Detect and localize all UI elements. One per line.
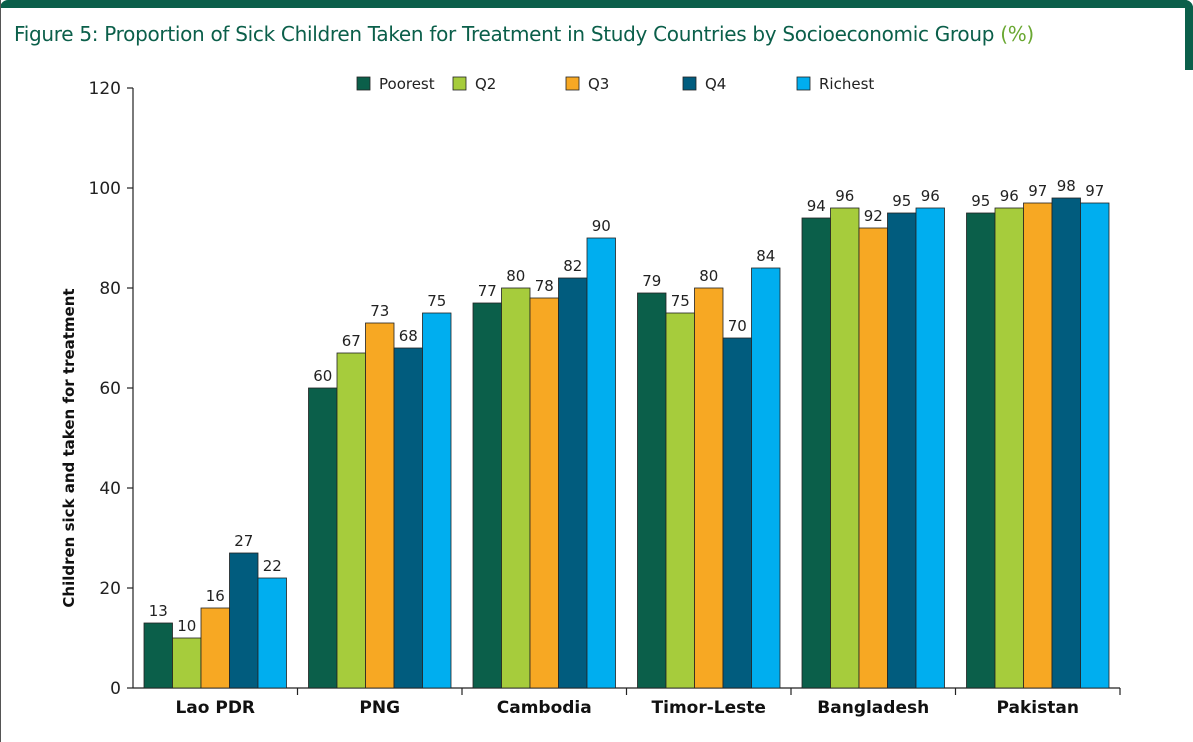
data-label: 70: [728, 317, 747, 335]
x-category-label: Cambodia: [497, 698, 592, 718]
bar-richest-timor-leste: [751, 267, 781, 689]
x-category-label: Lao PDR: [175, 698, 255, 718]
data-label: 60: [313, 367, 332, 385]
bar-q4-pakistan: [1051, 197, 1081, 689]
y-tick-label: 40: [99, 479, 121, 499]
legend-label-richest: Richest: [819, 75, 874, 93]
bar-q4-lao-pdr: [229, 552, 259, 689]
bar-richest-cambodia: [586, 237, 616, 689]
figure-title: Figure 5: Proportion of Sick Children Ta…: [14, 22, 1179, 46]
y-axis-label: Children sick and taken for treatment: [60, 288, 78, 607]
bar-poorest-lao-pdr: [143, 622, 173, 689]
bar-q4-bangladesh: [887, 212, 917, 689]
data-label: 94: [807, 197, 826, 215]
bar-q3-timor-leste: [694, 287, 724, 689]
data-label: 90: [592, 217, 611, 235]
legend-swatch-q4: [682, 76, 697, 91]
data-label: 22: [263, 557, 282, 575]
x-category-label: Bangladesh: [817, 698, 929, 718]
data-label: 68: [399, 327, 418, 345]
data-label: 73: [370, 302, 389, 320]
bar-q4-timor-leste: [722, 337, 752, 689]
bar-q2-png: [336, 352, 366, 689]
legend-label-q4: Q4: [705, 75, 726, 93]
bar-poorest-pakistan: [966, 212, 996, 689]
data-label: 27: [234, 532, 253, 550]
legend-swatch-q2: [452, 76, 467, 91]
figure-title-unit: (%): [1000, 22, 1034, 46]
bar-q2-timor-leste: [665, 312, 695, 689]
frame-right-border: [1185, 0, 1193, 70]
legend-swatch-poorest: [356, 76, 371, 91]
data-label: 96: [921, 187, 940, 205]
bar-q3-pakistan: [1023, 202, 1053, 689]
bar-q4-png: [393, 347, 423, 689]
y-tick-label: 0: [110, 679, 121, 699]
legend-label-q3: Q3: [588, 75, 609, 93]
bar-q3-png: [365, 322, 395, 689]
frame-left-border: [0, 0, 1, 742]
bar-poorest-bangladesh: [801, 217, 831, 689]
data-label: 92: [864, 207, 883, 225]
bar-poorest-timor-leste: [637, 292, 667, 689]
data-label: 79: [642, 272, 661, 290]
bar-q2-bangladesh: [830, 207, 860, 689]
legend-label-q2: Q2: [475, 75, 496, 93]
y-tick-label: 20: [99, 579, 121, 599]
data-label: 10: [177, 617, 196, 635]
y-tick-label: 120: [89, 79, 121, 99]
legend-swatch-q3: [565, 76, 580, 91]
bar-poorest-png: [308, 387, 338, 689]
data-label: 13: [149, 602, 168, 620]
data-label: 95: [892, 192, 911, 210]
data-label: 96: [835, 187, 854, 205]
bar-richest-pakistan: [1080, 202, 1110, 689]
figure-title-main: Figure 5: Proportion of Sick Children Ta…: [14, 22, 995, 46]
data-label: 84: [756, 247, 775, 265]
data-label: 80: [506, 267, 525, 285]
data-label: 75: [427, 292, 446, 310]
chart-data-labels: 13 10 16 27 22 60 67 73 68 75 77 80 78 82 90 79 75 80 70 84…: [149, 177, 1105, 635]
bar-richest-bangladesh: [915, 207, 945, 689]
data-label: 97: [1085, 182, 1104, 200]
data-label: 82: [563, 257, 582, 275]
chart-axes: 0 20 40 60 80 100 120 Lao PDR PNG Cambodia Timor-L…: [89, 79, 1121, 718]
bar-richest-lao-pdr: [257, 577, 287, 689]
bar-q3-cambodia: [529, 297, 559, 689]
bar-q2-lao-pdr: [172, 637, 202, 689]
bar-richest-png: [422, 312, 452, 689]
data-label: 95: [971, 192, 990, 210]
bar-q3-lao-pdr: [200, 607, 230, 689]
legend-label-poorest: Poorest: [379, 75, 435, 93]
data-label: 16: [206, 587, 225, 605]
y-tick-label: 100: [89, 179, 121, 199]
bar-q3-bangladesh: [858, 227, 888, 689]
x-category-label: PNG: [359, 698, 400, 718]
chart-bars: [143, 197, 1110, 689]
legend-swatch-richest: [796, 76, 811, 91]
bar-q2-pakistan: [994, 207, 1024, 689]
x-category-label: Timor-Leste: [652, 698, 766, 718]
bar-q4-cambodia: [558, 277, 588, 689]
bar-q2-cambodia: [501, 287, 531, 689]
bar-poorest-cambodia: [472, 302, 502, 689]
x-category-label: Pakistan: [997, 698, 1079, 718]
y-tick-label: 60: [99, 379, 121, 399]
chart-legend: Poorest Q2 Q3 Q4 Richest: [356, 75, 874, 93]
data-label: 77: [478, 282, 497, 300]
frame-top-border: [0, 0, 1193, 8]
data-label: 97: [1028, 182, 1047, 200]
data-label: 96: [1000, 187, 1019, 205]
data-label: 78: [535, 277, 554, 295]
data-label: 67: [342, 332, 361, 350]
data-label: 80: [699, 267, 718, 285]
data-label: 75: [671, 292, 690, 310]
y-tick-label: 80: [99, 279, 121, 299]
data-label: 98: [1057, 177, 1076, 195]
